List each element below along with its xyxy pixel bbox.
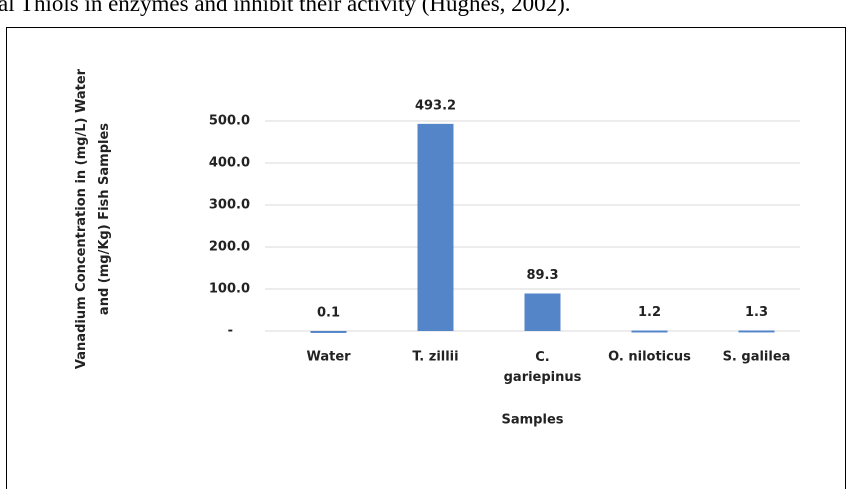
x-axis-label: Samples [502, 413, 564, 428]
y-tick-label: 300.0 [209, 198, 250, 213]
bar [310, 330, 347, 333]
x-tick-label: S. galilea [723, 350, 791, 365]
x-tick-label: T. zillii [412, 350, 458, 365]
figure-frame [6, 27, 846, 489]
data-label: 1.2 [638, 305, 661, 320]
data-label: 0.1 [317, 305, 340, 320]
y-tick-label: 500.0 [209, 114, 250, 129]
bar [417, 123, 454, 331]
y-tick-label: 100.0 [209, 282, 250, 297]
x-tick-label: Water [306, 350, 351, 365]
data-label: 493.2 [415, 98, 456, 113]
y-tick-label: 400.0 [209, 156, 250, 171]
body-text: al Thiols in enzymes and inhibit their a… [0, 0, 571, 16]
bar [738, 330, 775, 333]
data-label: 89.3 [526, 268, 558, 283]
y-tick-label: 200.0 [209, 240, 250, 255]
bar [631, 330, 668, 333]
bar [524, 293, 561, 331]
x-tick-label: O. niloticus [608, 350, 691, 365]
x-tick-label: C. gariepinus [504, 350, 582, 385]
y-tick-label: - [228, 324, 233, 339]
y-axis-label: Vanadium Concentration in (mg/L) Water a… [74, 68, 112, 370]
data-label: 1.3 [745, 305, 768, 320]
